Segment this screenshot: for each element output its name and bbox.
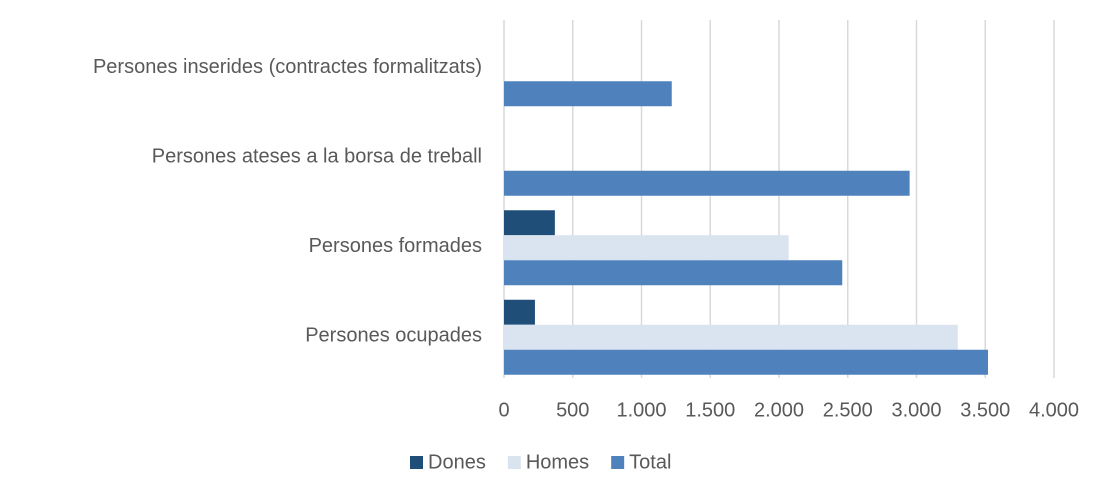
bar [504, 324, 958, 350]
legend-label: Dones [428, 451, 486, 473]
legend-swatch [410, 456, 423, 469]
x-tick-label: 500 [556, 399, 589, 421]
bar [504, 349, 988, 375]
y-tick-label: Persones formades [309, 235, 482, 257]
x-tick-label: 2.500 [823, 399, 873, 421]
x-tick-label: 1.000 [616, 399, 666, 421]
bar [504, 210, 555, 236]
x-tick-label: 1.500 [685, 399, 735, 421]
legend-label: Homes [526, 451, 589, 473]
legend-label: Total [629, 451, 671, 473]
legend-swatch [507, 456, 521, 469]
x-tick-label: 2.000 [754, 399, 804, 421]
y-tick-label: Persones inserides (contractes formalitz… [93, 56, 482, 78]
y-tick-label: Persones ateses a la borsa de treball [152, 146, 482, 168]
legend-swatch [611, 456, 625, 469]
y-tick-label: Persones ocupades [305, 325, 482, 347]
bar [504, 235, 789, 261]
x-tick-label: 4.000 [1029, 399, 1079, 421]
bar [504, 170, 910, 196]
x-tick-label: 3.000 [891, 399, 941, 421]
bar [504, 260, 843, 286]
x-tick-label: 0 [498, 399, 509, 421]
bar [504, 81, 672, 107]
x-tick-label: 3.500 [960, 399, 1010, 421]
bar [504, 299, 535, 325]
